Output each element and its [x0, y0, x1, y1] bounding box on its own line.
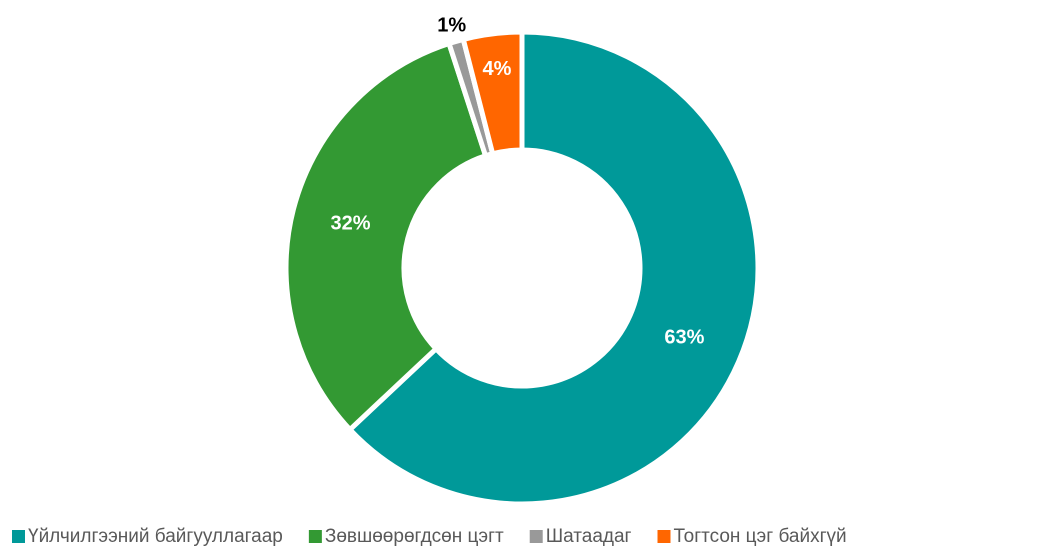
donut-slice — [460, 29, 525, 157]
legend-label: Шатаадаг — [546, 526, 632, 547]
legend-swatch — [529, 530, 543, 543]
legend-swatch — [12, 530, 25, 543]
data-label: 1% — [437, 14, 466, 36]
donut-slice — [346, 29, 761, 507]
legend-label: Үйлчилгээний байгууллагаар — [28, 526, 283, 547]
data-label: 4% — [482, 58, 511, 80]
data-label: 32% — [331, 212, 371, 234]
data-label: 63% — [664, 327, 704, 349]
donut-slice — [283, 40, 489, 434]
legend-swatch — [308, 530, 322, 543]
legend-label: Зөвшөөрөгдсөн цэгт — [325, 526, 504, 547]
legend-swatch — [657, 530, 671, 543]
legend-label: Тогтсон цэг байхгүй — [674, 526, 847, 547]
